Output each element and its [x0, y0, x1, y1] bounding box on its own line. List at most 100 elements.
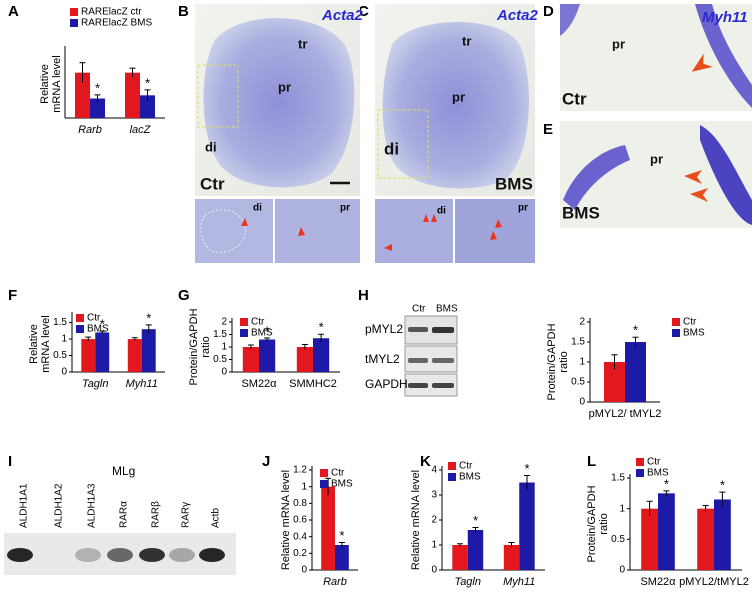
legend-label: Ctr: [331, 468, 345, 479]
panel-letter: A: [8, 3, 19, 20]
inset-label: di: [253, 203, 262, 214]
x-tick-label: SM22α: [640, 576, 676, 588]
significance: *: [473, 513, 478, 528]
band: [169, 548, 195, 562]
image-label: pr: [612, 36, 625, 51]
lane-label: RARβ: [151, 501, 162, 528]
legend-swatch: [320, 469, 328, 477]
y-tick-label: 0.5: [213, 354, 227, 365]
bar: [641, 508, 658, 570]
panel-letter: F: [8, 287, 17, 304]
arrowhead: [241, 218, 248, 226]
lane-label: ALDH1A2: [54, 483, 65, 528]
bar: [519, 482, 535, 570]
legend-swatch: [636, 469, 644, 477]
legend-label: BMS: [331, 479, 353, 490]
image-label: BMS: [562, 203, 600, 222]
image-label: Ctr: [200, 174, 225, 193]
y-axis-label: Relative: [28, 324, 40, 364]
inset-image: [375, 199, 453, 263]
inset-image: [455, 199, 535, 263]
y-tick-label: 0.6: [293, 515, 307, 526]
band: [408, 383, 428, 388]
y-axis-label: Protein/GAPDH: [586, 485, 598, 562]
legend-label: Ctr: [683, 317, 697, 328]
bar: [259, 339, 276, 372]
panel-letter: D: [543, 3, 554, 20]
significance: *: [633, 323, 638, 338]
bar: [313, 338, 330, 372]
blot-title: MLg: [112, 464, 135, 478]
image-label: di: [384, 139, 399, 158]
band: [408, 327, 428, 332]
lane-label: RARγ: [181, 502, 192, 528]
y-tick-label: 1: [301, 481, 307, 492]
band: [432, 358, 454, 363]
y-axis-label: ratio: [558, 351, 570, 372]
bar: [604, 362, 625, 402]
bar: [95, 332, 110, 372]
x-tick-label: Myh11: [126, 378, 158, 390]
legend-label: BMS: [459, 472, 481, 483]
y-axis-label: mRNA level: [51, 55, 63, 112]
x-tick-label: Tagln: [454, 576, 481, 588]
gene-label: Myh11: [702, 9, 748, 26]
y-tick-label: 1: [61, 334, 67, 345]
bar: [467, 530, 484, 570]
bar: [242, 347, 259, 372]
blot-column: Ctr: [412, 304, 426, 315]
legend-swatch: [448, 462, 456, 470]
y-tick-label: 0.5: [53, 350, 67, 361]
y-tick-label: 1.2: [293, 465, 307, 476]
y-tick-label: 0.2: [293, 548, 307, 559]
image-label: Ctr: [562, 89, 587, 108]
legend-swatch: [672, 318, 680, 326]
y-axis-label: ratio: [200, 336, 212, 357]
bar: [697, 508, 714, 570]
band: [75, 548, 101, 562]
lane-label: Actb: [211, 508, 222, 528]
y-tick-label: 0.5: [571, 377, 585, 388]
y-axis-label: mRNA level: [40, 315, 52, 372]
blot-row: GAPDH: [365, 377, 408, 391]
legend-label: RARElacZ BMS: [81, 18, 152, 29]
tissue: [695, 4, 752, 108]
panel-letter: E: [543, 121, 553, 138]
inset-image: [195, 199, 273, 263]
blot-row: pMYL2: [365, 322, 403, 336]
y-axis-label: Relative: [39, 64, 51, 104]
y-axis-label: Protein/GAPDH: [188, 308, 200, 385]
significance: *: [145, 75, 150, 90]
panel-letter: L: [587, 453, 596, 470]
legend-swatch: [240, 318, 248, 326]
x-tick-label: Rarb: [78, 124, 102, 136]
legend-label: RARElacZ ctr: [81, 7, 142, 18]
bar: [127, 339, 142, 372]
legend-label: BMS: [251, 328, 273, 339]
y-tick-label: 0.4: [293, 531, 307, 542]
y-tick-label: 0: [301, 565, 307, 576]
inset-label: di: [437, 206, 446, 217]
inset-box: [377, 109, 429, 179]
panel-letter: H: [358, 287, 369, 304]
bar: [658, 493, 675, 570]
y-axis-label: Protein/GAPDH: [546, 323, 558, 400]
arrowhead: [298, 227, 305, 236]
significance: *: [95, 80, 100, 95]
band: [199, 548, 225, 562]
y-axis-label: Relative mRNA level: [410, 470, 422, 570]
legend-label: Ctr: [647, 457, 661, 468]
band: [7, 548, 33, 562]
legend-label: Ctr: [251, 317, 265, 328]
y-tick-label: 1.5: [53, 317, 67, 328]
image-label: tr: [298, 36, 307, 51]
legend-swatch: [70, 19, 78, 27]
y-tick-label: 1.5: [213, 329, 227, 340]
y-tick-label: 1: [579, 357, 585, 368]
x-tick-label: pMYL2/tMYL2: [679, 576, 749, 588]
band: [408, 358, 428, 363]
significance: *: [664, 476, 669, 491]
